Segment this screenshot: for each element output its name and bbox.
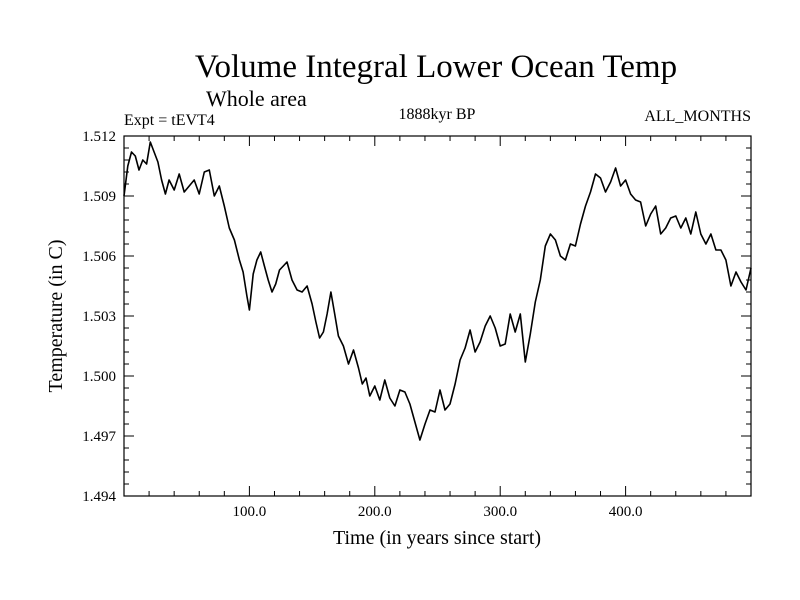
axis-ticks <box>124 136 751 496</box>
y-tick-label: 1.500 <box>82 369 116 385</box>
date-label: 1888kyr BP <box>399 106 476 123</box>
chart-title: Volume Integral Lower Ocean Temp <box>195 49 677 85</box>
expt-label: Expt = tEVT4 <box>124 112 215 129</box>
y-axis-label: Temperature (in C) <box>45 240 67 393</box>
y-tick-label: 1.512 <box>82 129 116 145</box>
x-tick-labels: 100.0 200.0 300.0 400.0 <box>233 504 643 520</box>
x-axis-label: Time (in years since start) <box>333 527 541 549</box>
x-tick-label: 300.0 <box>483 504 517 520</box>
y-tick-label: 1.506 <box>82 249 116 265</box>
months-label: ALL_MONTHS <box>644 108 751 125</box>
y-tick-label: 1.494 <box>82 489 116 505</box>
y-tick-label: 1.503 <box>82 309 116 325</box>
x-tick-label: 100.0 <box>233 504 267 520</box>
y-tick-label: 1.509 <box>82 189 116 205</box>
y-tick-label: 1.497 <box>82 429 116 445</box>
x-tick-label: 400.0 <box>609 504 643 520</box>
x-tick-label: 200.0 <box>358 504 392 520</box>
series-line <box>123 141 752 441</box>
chart-subtitle: Whole area <box>206 86 307 111</box>
y-tick-labels: 1.494 1.497 1.500 1.503 1.506 1.509 1.512 <box>82 129 116 505</box>
